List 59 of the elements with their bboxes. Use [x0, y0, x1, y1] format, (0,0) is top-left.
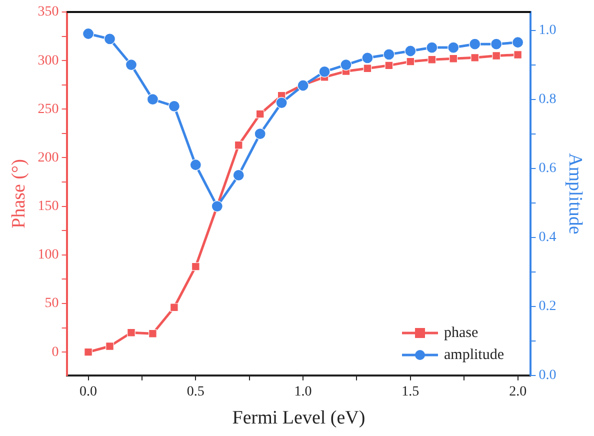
point: [340, 59, 352, 71]
point: [191, 262, 200, 271]
y2-tick-label: 0.0: [538, 368, 556, 384]
x-tick-label: 1.0: [294, 384, 312, 400]
point: [383, 48, 395, 60]
point: [512, 36, 524, 48]
y2-tick-label: 0.4: [538, 230, 556, 246]
point: [514, 50, 522, 59]
point: [492, 52, 501, 60]
point: [276, 96, 288, 109]
y2-tick-label: 0.6: [538, 161, 556, 176]
point: [146, 94, 159, 106]
x-tick-label: 0.0: [80, 384, 98, 400]
point: [190, 159, 202, 171]
point: [125, 59, 138, 71]
point: [254, 128, 266, 140]
point: [362, 52, 374, 64]
point: [234, 140, 243, 150]
point: [232, 169, 244, 182]
point: [490, 38, 502, 50]
legend-label: phase: [444, 324, 478, 342]
point: [104, 33, 116, 45]
point: [384, 61, 394, 70]
point: [470, 53, 480, 62]
point: [168, 100, 180, 112]
y-tick-label: 50: [44, 296, 59, 312]
point: [449, 54, 458, 63]
point: [448, 42, 460, 54]
point: [256, 110, 264, 118]
point: [318, 66, 330, 78]
legend-label: amplitude: [444, 346, 504, 364]
point: [82, 28, 94, 40]
y-tick-label: 0: [52, 344, 59, 360]
point: [127, 328, 136, 337]
y-tick-label: 200: [38, 150, 59, 166]
y-axis-title: Phase (°): [8, 159, 30, 228]
point: [469, 38, 481, 50]
y2-tick-label: 0.2: [538, 299, 556, 314]
point: [170, 303, 178, 312]
x-tick-label: 1.5: [402, 384, 420, 400]
y-tick-label: 100: [38, 248, 59, 263]
y2-tick-label: 1.0: [538, 22, 556, 38]
point: [426, 42, 438, 54]
y2-tick-label: 0.8: [538, 92, 556, 107]
x-axis-title: Fermi Level (eV): [232, 408, 366, 429]
point: [106, 342, 114, 350]
point: [404, 45, 416, 57]
y2-axis-title: Amplitude: [564, 153, 586, 234]
point: [84, 348, 92, 356]
x-tick-label: 0.5: [186, 384, 204, 400]
x-tick-label: 2.0: [509, 384, 527, 400]
y-tick-label: 250: [38, 102, 59, 117]
point: [406, 57, 415, 66]
y-tick-label: 300: [38, 53, 59, 68]
point: [363, 64, 372, 73]
y-tick-label: 350: [38, 4, 59, 20]
point: [428, 55, 436, 64]
y-tick-label: 150: [38, 199, 59, 214]
point: [148, 329, 157, 338]
